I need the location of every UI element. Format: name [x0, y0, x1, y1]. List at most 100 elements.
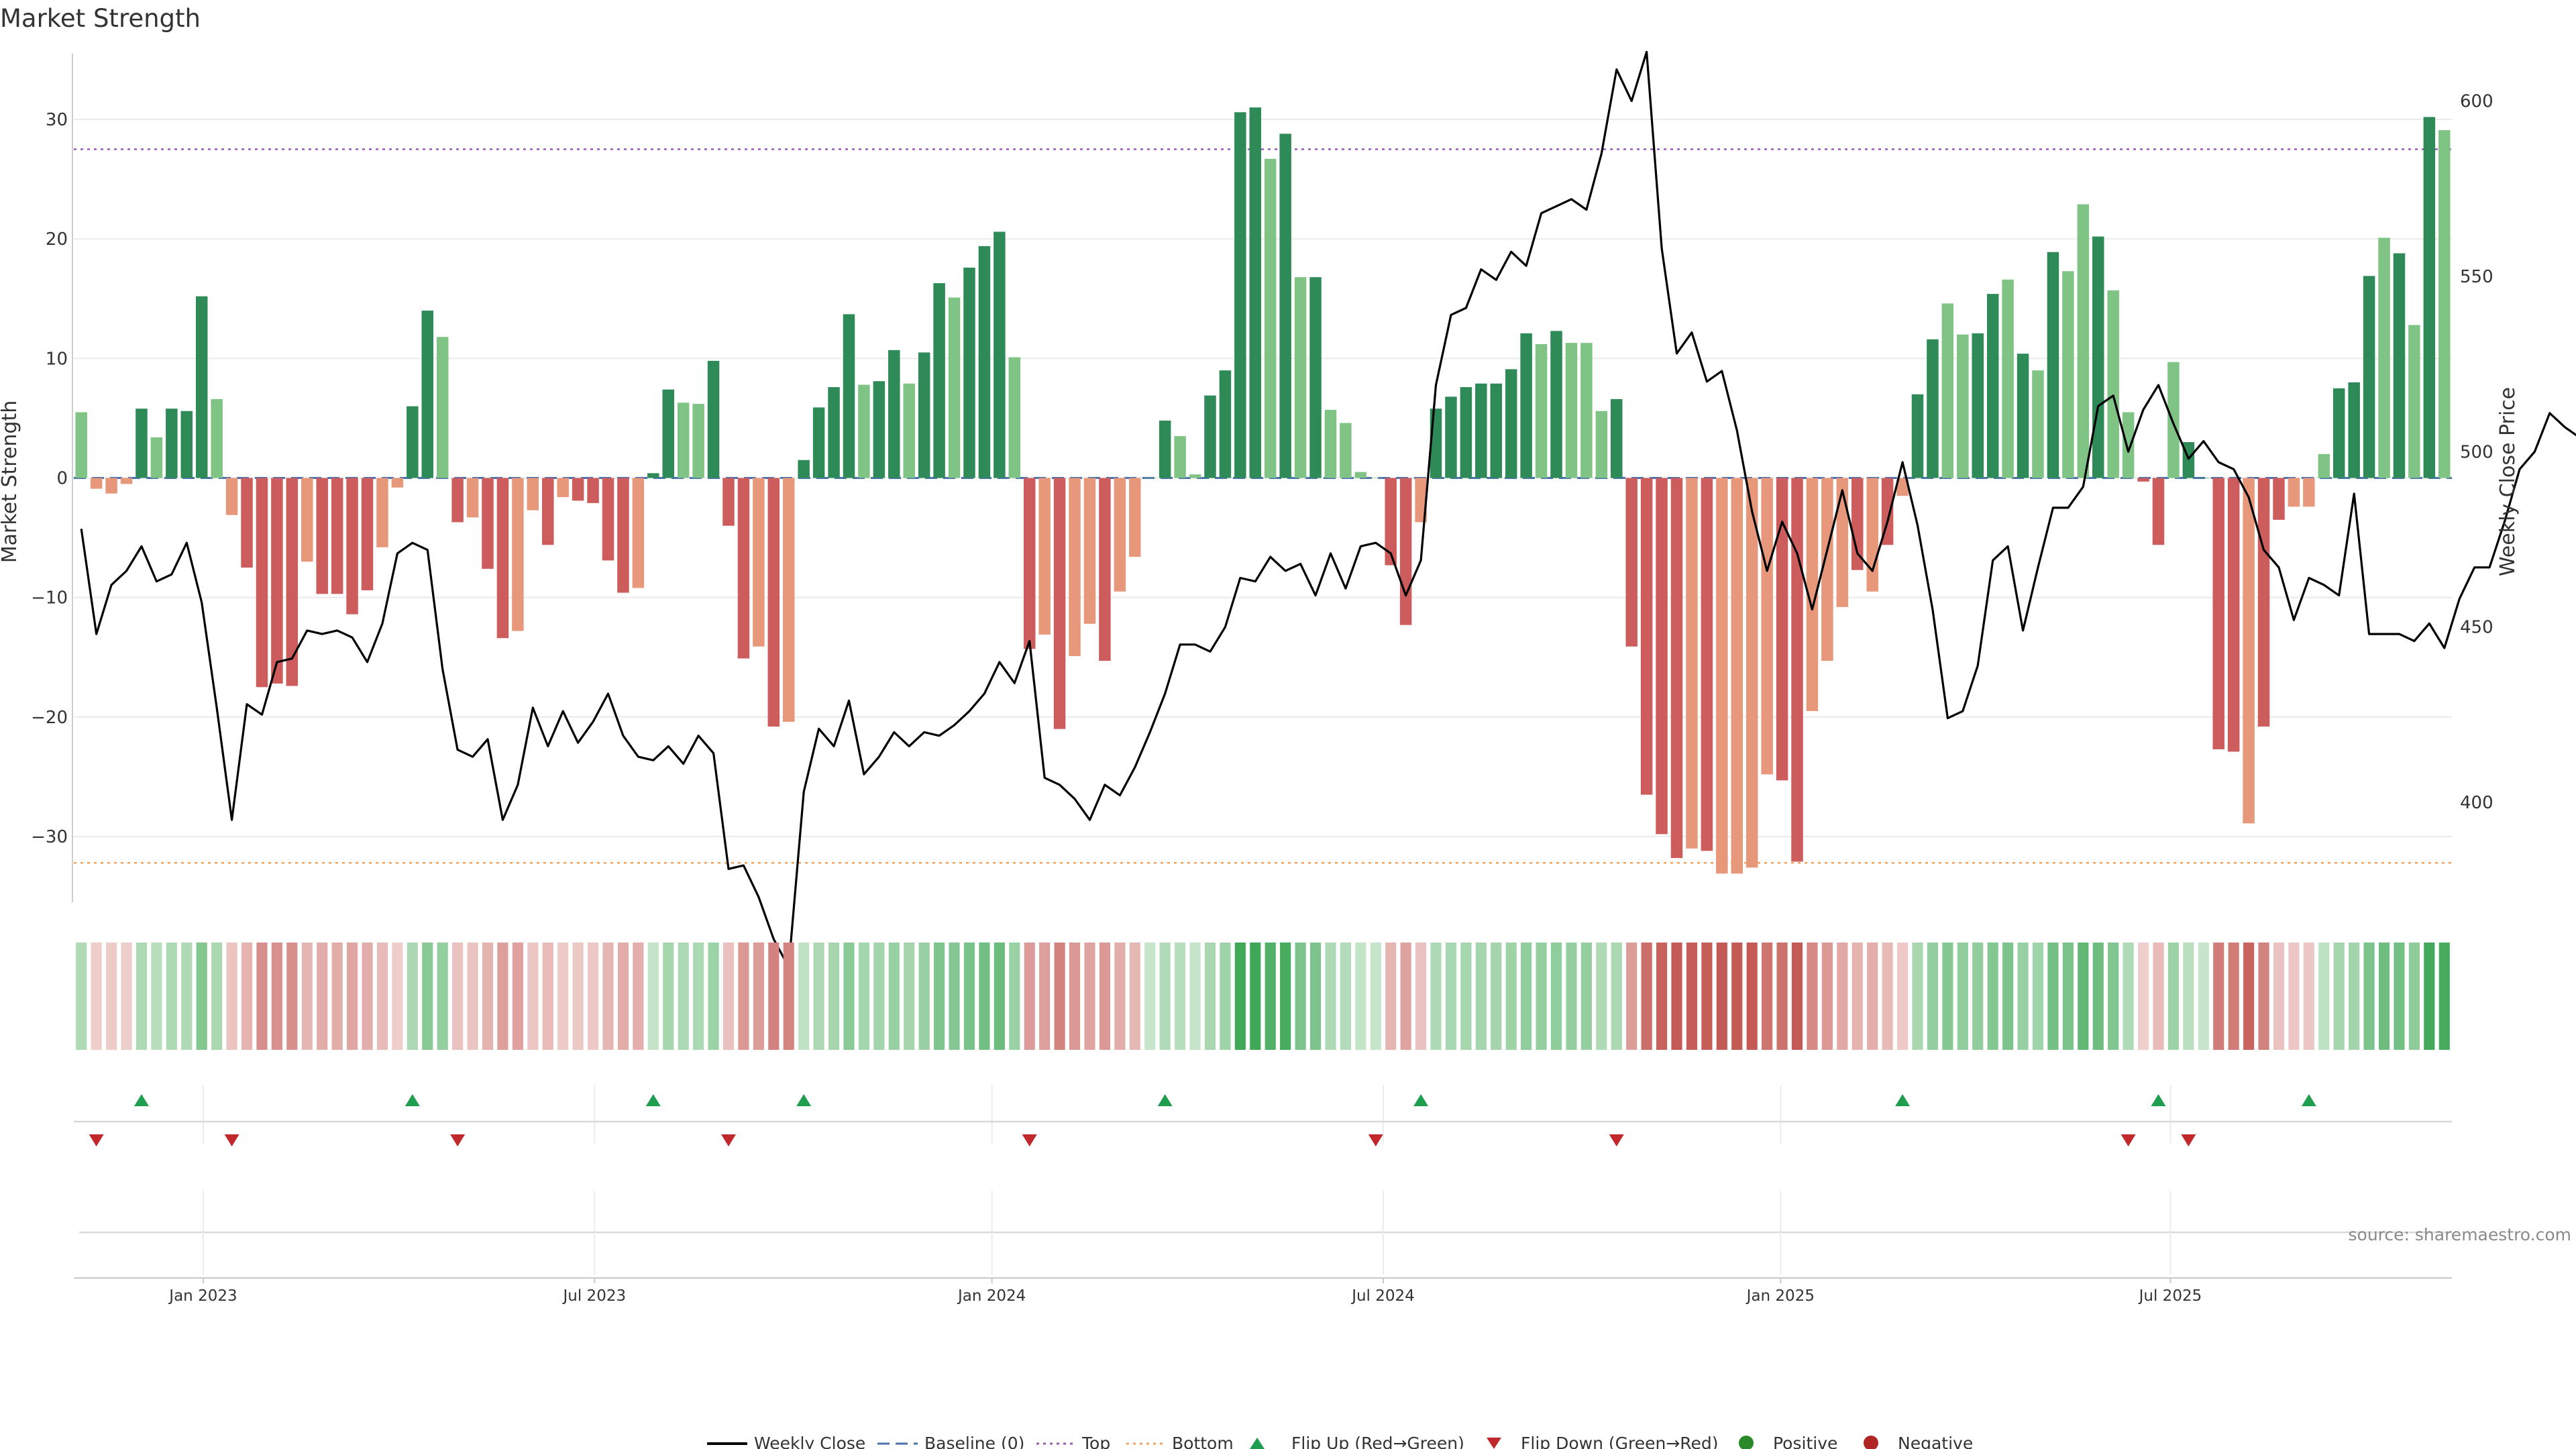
heat-cell: [1445, 943, 1457, 1050]
legend-item-baseline: Baseline (0): [877, 1434, 1024, 1449]
heat-cell: [196, 943, 207, 1050]
heat-cell: [1942, 943, 1953, 1050]
strength-bar: [1595, 411, 1608, 478]
legend-item-flip-down: Flip Down (Green→Red): [1487, 1434, 1719, 1449]
heat-cell: [1611, 943, 1622, 1050]
heat-cell: [1656, 943, 1668, 1050]
x-tick-label: Jan 2024: [957, 1287, 1026, 1305]
heat-cell: [1069, 943, 1081, 1050]
y2-axis-label: Weekly Close Price: [2496, 387, 2520, 576]
x-tick-label: Jan 2025: [1746, 1287, 1815, 1305]
strength-bar: [1309, 277, 1322, 478]
heat-cell: [602, 943, 614, 1050]
strength-bar: [1219, 370, 1232, 478]
y-tick-label: 10: [46, 349, 68, 369]
heat-cell: [2408, 943, 2420, 1050]
legend-baseline-label: Baseline (0): [924, 1434, 1024, 1449]
strength-bar: [2047, 252, 2059, 478]
x-axis-ticks: Jan 2023 Jul 2023 Jan 2024 Jul 2024 Jan 2025…: [168, 1278, 2202, 1305]
heat-cell: [753, 943, 764, 1050]
strength-bar: [1399, 478, 1412, 625]
heat-cell: [76, 943, 87, 1050]
empty-panel: [79, 1191, 2452, 1275]
y2-tick-label: 550: [2460, 267, 2493, 287]
legend-flip-down-label: Flip Down (Green→Red): [1521, 1434, 1719, 1449]
strength-bar: [782, 478, 795, 722]
strength-bar: [1836, 478, 1849, 607]
heat-cell: [858, 943, 870, 1050]
strength-bar: [2077, 204, 2090, 478]
heat-cell: [1234, 943, 1246, 1050]
strength-bar: [2122, 412, 2135, 478]
heat-cell: [301, 943, 313, 1050]
strength-bar: [1580, 343, 1593, 478]
strength-bar: [2167, 362, 2180, 478]
heat-cell: [256, 943, 268, 1050]
flip-down-marker: [1368, 1134, 1383, 1146]
strength-bar: [225, 478, 238, 515]
strength-bar: [1234, 112, 1246, 478]
weekly-close-line: [80, 50, 2576, 969]
heat-cell: [693, 943, 704, 1050]
strength-bar: [2137, 478, 2149, 482]
strength-bar: [1144, 478, 1156, 479]
strength-bar: [1340, 423, 1352, 478]
flip-down-marker: [720, 1134, 736, 1146]
heat-cell: [1791, 943, 1803, 1050]
strength-bar: [1475, 383, 1487, 478]
flip-up-marker: [2151, 1094, 2166, 1106]
heat-cell: [437, 943, 448, 1050]
strength-bar: [1896, 478, 1909, 496]
strength-bar: [1069, 478, 1081, 656]
heat-cell: [347, 943, 358, 1050]
strength-bar: [843, 314, 855, 478]
strength-bar: [527, 478, 539, 511]
strength-bar: [75, 412, 87, 478]
flip-down-marker: [224, 1134, 239, 1146]
legend-item-flip-up: Flip Up (Red→Green): [1250, 1434, 1464, 1449]
strength-bar: [180, 411, 193, 478]
heat-cell: [918, 943, 930, 1050]
heat-cell: [828, 943, 840, 1050]
heat-cell: [1972, 943, 1984, 1050]
y2-tick-label: 450: [2460, 618, 2493, 638]
strength-bar: [2107, 290, 2119, 478]
strength-bar: [903, 383, 915, 478]
strength-bar: [1053, 478, 1066, 729]
strength-bar: [1520, 333, 1532, 478]
y2-tick-label: 600: [2460, 92, 2493, 112]
strength-bar: [1686, 478, 1698, 849]
y-tick-label: 20: [46, 229, 68, 250]
strength-bar: [557, 478, 569, 498]
heat-cell: [2258, 943, 2269, 1050]
heat-cell: [331, 943, 343, 1050]
heat-cell: [1686, 943, 1698, 1050]
heat-cell: [557, 943, 569, 1050]
flip-down-marker: [1609, 1134, 1624, 1146]
strength-bar: [1083, 478, 1096, 624]
legend-flip-up-label: Flip Up (Red→Green): [1291, 1434, 1464, 1449]
flip-down-icon: [1487, 1438, 1501, 1449]
strength-bar: [963, 267, 975, 478]
strength-bar: [1189, 474, 1201, 478]
strength-bar: [2318, 453, 2330, 478]
heat-cell: [1762, 943, 1773, 1050]
strength-bar: [105, 478, 117, 494]
strength-bar: [331, 478, 343, 594]
heat-cell: [2198, 943, 2209, 1050]
heat-cell: [783, 943, 794, 1050]
heat-cell: [1867, 943, 1878, 1050]
x-tick-label: Jul 2025: [2138, 1287, 2202, 1305]
strength-bar: [2002, 279, 2014, 478]
heat-cell: [813, 943, 824, 1050]
strength-bar: [1927, 339, 1939, 478]
strength-bar: [1851, 478, 1864, 570]
strength-bar: [677, 402, 690, 478]
strength-bar: [1761, 478, 1773, 775]
heat-cell: [1295, 943, 1306, 1050]
flip-down-marker: [89, 1134, 104, 1146]
flip-markers-panel: [74, 1085, 2452, 1146]
strength-bar: [1204, 395, 1216, 478]
heat-cell: [1129, 943, 1140, 1050]
heat-cell: [1220, 943, 1231, 1050]
